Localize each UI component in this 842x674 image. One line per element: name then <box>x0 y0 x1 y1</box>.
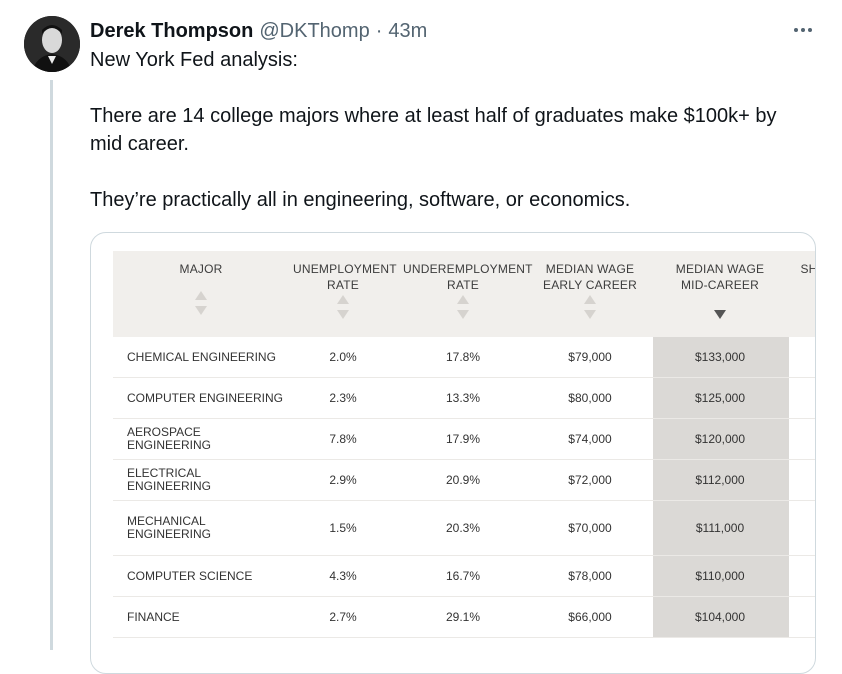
tweet-text: New York Fed analysis: There are 14 coll… <box>90 46 810 214</box>
timestamp[interactable]: 43m <box>388 19 428 42</box>
table-cell-major: COMPUTER ENGINEERING <box>127 390 284 405</box>
sort-icon[interactable] <box>456 295 470 321</box>
mid-career-highlight <box>653 337 789 638</box>
table-row[interactable]: MECHANICAL ENGINEERING 1.5% 20.3% $70,000 $1… <box>113 501 815 556</box>
table-cell-underemp: 16.7% <box>445 569 481 583</box>
tweet-line: New York Fed analysis: <box>90 49 298 71</box>
author-name[interactable]: Derek Thompson <box>90 19 254 42</box>
column-header[interactable]: SH <box>800 262 816 276</box>
table-row[interactable]: COMPUTER SCIENCE 4.3% 16.7% $78,000 $110,000 <box>113 556 815 597</box>
column-header[interactable]: UNDEREMPLOYMENT RATE <box>403 262 533 292</box>
table-cell-mid: $120,000 <box>694 432 746 446</box>
table-cell-major: ELECTRICAL ENGINEERING <box>127 466 212 493</box>
table-cell-underemp: 29.1% <box>445 610 481 624</box>
wage-table: MAJOR UNEMPLOYMENT RATE UNDEREMPLOYMENT RA… <box>113 251 816 638</box>
table-cell-unemp: 2.3% <box>329 391 357 405</box>
table-cell-underemp: 20.3% <box>445 521 481 535</box>
table-cell-unemp: 7.8% <box>329 432 357 446</box>
media-image[interactable]: MAJOR UNEMPLOYMENT RATE UNDEREMPLOYMENT RA… <box>90 232 816 674</box>
table-cell-major: MECHANICAL ENGINEERING <box>127 514 212 541</box>
table-cell-unemp: 2.7% <box>329 610 357 624</box>
table-row[interactable]: COMPUTER ENGINEERING 2.3% 13.3% $80,000 $125… <box>113 378 815 419</box>
table-cell-unemp: 2.0% <box>329 350 357 364</box>
table-cell-underemp: 20.9% <box>445 473 481 487</box>
table-cell-mid: $111,000 <box>695 521 745 535</box>
separator-dot: · <box>375 19 383 42</box>
tweet-header: Derek Thompson @DKThomp · 43m <box>90 16 822 46</box>
table-row[interactable]: AEROSPACE ENGINEERING 7.8% 17.9% $74,000 $12… <box>113 419 815 460</box>
column-header[interactable]: MEDIAN WAGE MID-CAREER <box>675 262 765 292</box>
table-cell-major: CHEMICAL ENGINEERING <box>127 349 276 364</box>
table-cell-mid: $110,000 <box>695 569 745 583</box>
table-cell-early: $78,000 <box>568 569 612 583</box>
table-cell-major: AEROSPACE ENGINEERING <box>127 425 212 452</box>
table-cell-major: FINANCE <box>127 609 180 624</box>
table-row[interactable]: FINANCE 2.7% 29.1% $66,000 $104,000 <box>113 597 815 638</box>
column-header[interactable]: MAJOR <box>179 262 223 276</box>
table-cell-unemp: 1.5% <box>329 521 357 535</box>
author-handle[interactable]: @DKThomp <box>259 19 370 42</box>
table-cell-mid: $112,000 <box>695 473 745 487</box>
table-cell-mid: $104,000 <box>694 610 746 624</box>
sort-desc-icon[interactable] <box>713 295 727 321</box>
sort-icon[interactable] <box>583 295 597 321</box>
table-cell-mid: $133,000 <box>694 350 746 364</box>
table-cell-underemp: 13.3% <box>445 391 481 405</box>
table-cell-underemp: 17.8% <box>445 350 481 364</box>
table-cell-early: $72,000 <box>568 473 612 487</box>
sort-icon[interactable] <box>194 291 208 317</box>
column-header[interactable]: UNEMPLOYMENT RATE <box>293 262 397 292</box>
table-body: CHEMICAL ENGINEERING 2.0% 17.8% $79,000 $133… <box>113 337 815 638</box>
table-cell-early: $70,000 <box>568 521 612 535</box>
table-cell-major: COMPUTER SCIENCE <box>127 568 253 583</box>
tweet-line: There are 14 college majors where at lea… <box>90 105 777 155</box>
table-row[interactable]: CHEMICAL ENGINEERING 2.0% 17.8% $79,000 $133… <box>113 337 815 378</box>
table-header: MAJOR UNEMPLOYMENT RATE UNDEREMPLOYMENT RA… <box>113 251 816 337</box>
column-header[interactable]: MEDIAN WAGE EARLY CAREER <box>543 262 637 292</box>
table-cell-early: $74,000 <box>568 432 612 446</box>
table-cell-unemp: 2.9% <box>329 473 357 487</box>
tweet-line: They’re practically all in engineering, … <box>90 189 631 211</box>
table-cell-early: $79,000 <box>568 350 612 364</box>
avatar[interactable] <box>24 16 80 72</box>
table-cell-underemp: 17.9% <box>445 432 481 446</box>
sort-icon[interactable] <box>336 295 350 321</box>
table-cell-early: $66,000 <box>568 610 612 624</box>
table-row[interactable]: ELECTRICAL ENGINEERING 2.9% 20.9% $72,000 $1… <box>113 460 815 501</box>
table-cell-mid: $125,000 <box>694 391 746 405</box>
table-cell-early: $80,000 <box>568 391 612 405</box>
more-horizontal-icon[interactable] <box>790 20 816 40</box>
thread-line <box>50 80 53 650</box>
table-cell-unemp: 4.3% <box>329 569 357 583</box>
profile-photo-icon <box>24 16 80 72</box>
